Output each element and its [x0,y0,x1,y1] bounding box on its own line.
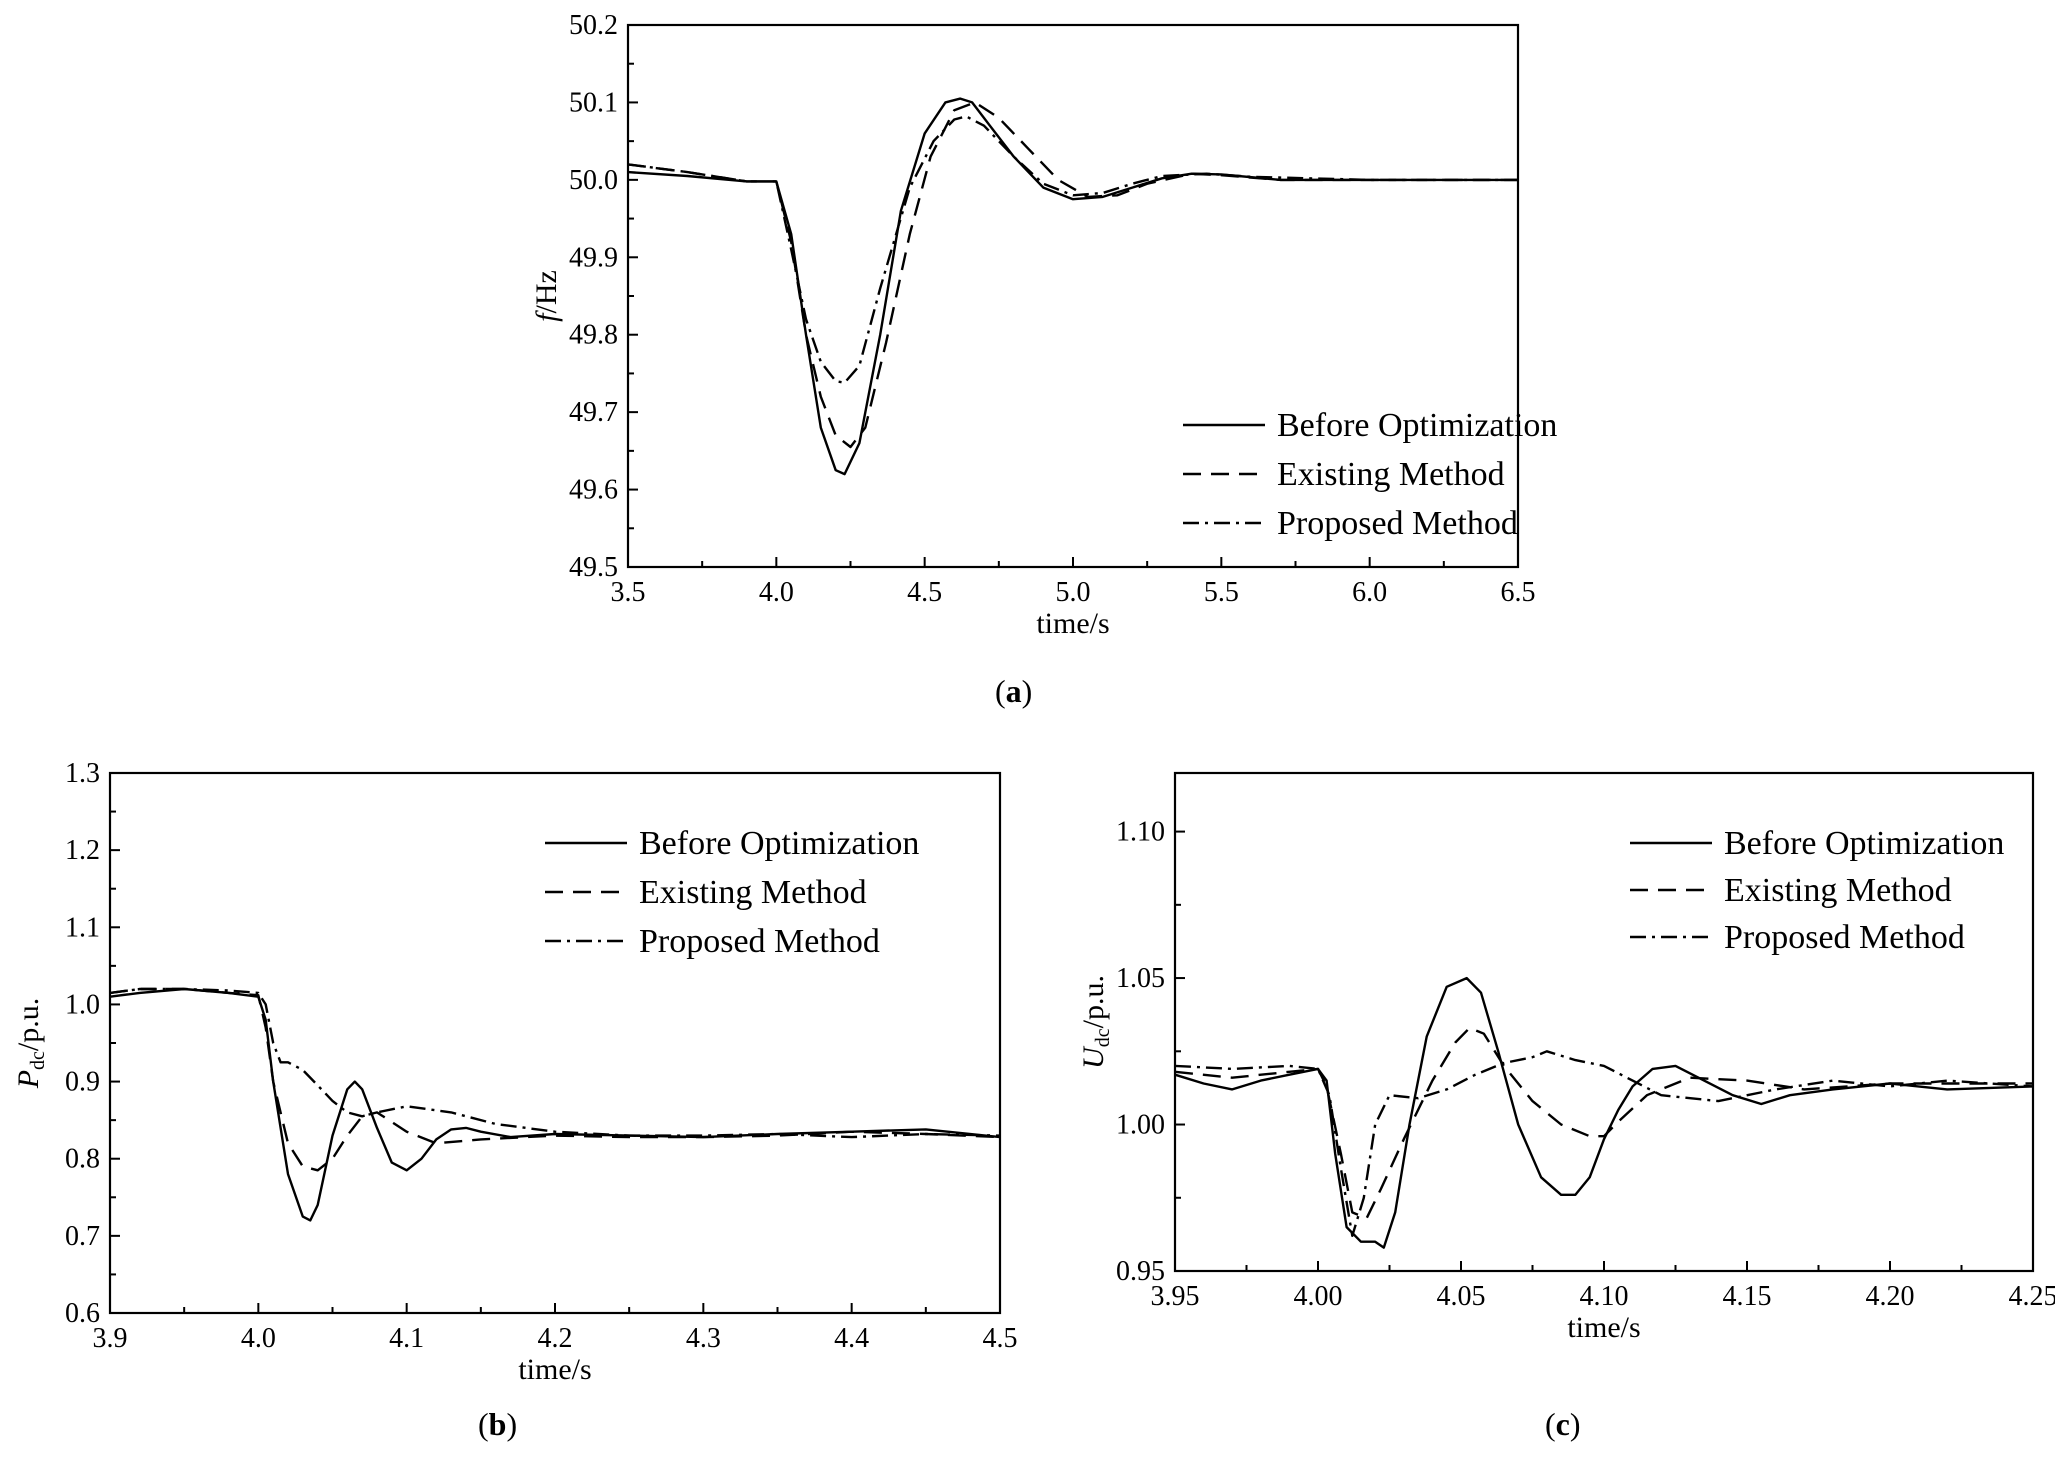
chart-b-x-tick-label: 4.1 [389,1323,424,1354]
chart-b-y-tick-label: 1.3 [65,758,100,789]
caption-c-letter: c [1555,1406,1570,1442]
chart-c-y-tick-label: 1.10 [1116,817,1165,848]
chart-b-y-tick-label: 1.0 [65,989,100,1020]
chart-c-x-axis-label: time/s [1567,1311,1640,1344]
chart-a-y-tick-label: 50.0 [569,165,618,196]
chart-a-y-axis-label: f/Hz [530,270,563,322]
caption-b: (b) [478,1406,518,1442]
chart-b-series-solid-line [110,987,1000,1222]
chart-b-x-axis-label: time/s [518,1353,591,1386]
chart-a-y-tick-label: 49.6 [569,475,618,506]
chart-a-y-tick-label: 50.1 [569,87,618,118]
chart-b: 3.9 4.0 4.1 4.2 4.3 4.4 4.5 0.6 0.7 0.8 0.9 1.0 1.1 1… [12,758,1018,1386]
chart-a-series-dashdot-line [628,115,1518,384]
chart-a-legend-label: Before Optimization [1277,407,1557,444]
chart-a-y-tick-label: 50.2 [569,10,618,41]
chart-b-series-dashdot-line [110,987,1000,1139]
chart-c-x-tick-label: 4.15 [1723,1281,1772,1312]
chart-b-y-tick-label: 0.6 [65,1298,100,1329]
chart-a-x-tick-label: 4.0 [759,577,794,608]
chart-a-x-axis-label: time/s [1036,607,1109,640]
chart-a-y-tick-label: 49.8 [569,320,618,351]
chart-c-x-tick-label: 4.00 [1294,1281,1343,1312]
chart-c-x-tick-label: 4.25 [2009,1281,2055,1312]
chart-c-legend-label: Before Optimization [1724,825,2004,862]
chart-b-legend-label: Before Optimization [639,825,919,862]
chart-a-x-tick-label: 6.5 [1501,577,1536,608]
chart-c-series-dashdot-line [1175,1050,2033,1237]
chart-b-x-tick-label: 4.5 [983,1323,1018,1354]
chart-b-legend-label: Proposed Method [639,923,880,960]
chart-c-x-tick-label: 4.05 [1437,1281,1486,1312]
caption-a-letter: a [1005,673,1022,709]
caption-b-letter: b [488,1406,507,1442]
chart-a-x-tick-label: 6.0 [1352,577,1387,608]
chart-a-y-tick-label: 49.7 [569,397,618,428]
chart-c-series-solid-line [1175,976,2033,1249]
chart-c-x-tick-label: 3.95 [1151,1281,1200,1312]
chart-c-y-axis-label: Udc/p.u. [1077,975,1114,1069]
caption-a: (a) [995,673,1033,709]
chart-a: 3.5 4.0 4.5 5.0 5.5 6.0 6.5 49.5 49.6 49.7 49.8 49.… [530,10,1557,640]
chart-a-series-dashed-line [628,101,1518,449]
chart-c-legend-label: Proposed Method [1724,919,1965,956]
chart-b-y-tick-label: 0.7 [65,1221,100,1252]
chart-b-y-tick-label: 0.9 [65,1067,100,1098]
chart-b-x-tick-label: 3.9 [93,1323,128,1354]
chart-b-legend-label: Existing Method [639,874,867,911]
chart-b-y-axis-label: Pdc/p.u. [12,998,49,1090]
chart-b-y-tick-label: 1.1 [65,912,100,943]
chart-b-x-tick-label: 4.0 [241,1323,276,1354]
chart-a-x-tick-label: 4.5 [907,577,942,608]
chart-b-y-tick-label: 0.8 [65,1144,100,1175]
chart-c-x-tick-label: 4.10 [1580,1281,1629,1312]
chart-c: 3.95 4.00 4.05 4.10 4.15 4.20 4.25 0.95 1.00 1.05… [1077,771,2055,1344]
chart-b-y-tick-label: 1.2 [65,835,100,866]
chart-a-x-tick-label: 5.0 [1056,577,1091,608]
chart-b-x-tick-label: 4.4 [834,1323,869,1354]
chart-b-x-tick-label: 4.2 [538,1323,573,1354]
chart-b-series-dashed-line [110,987,1000,1172]
chart-a-x-tick-label: 5.5 [1204,577,1239,608]
chart-c-series-dashed-line [1175,1026,2033,1220]
chart-c-legend-label: Existing Method [1724,872,1952,909]
chart-a-y-tick-label: 49.9 [569,242,618,273]
chart-a-legend-label: Proposed Method [1277,505,1518,542]
chart-a-x-tick-label: 3.5 [611,577,646,608]
chart-a-legend-label: Existing Method [1277,456,1505,493]
caption-c: (c) [1545,1406,1581,1442]
chart-c-y-tick-label: 0.95 [1116,1256,1165,1287]
chart-c-y-tick-label: 1.00 [1116,1110,1165,1141]
chart-a-y-tick-label: 49.5 [569,552,618,583]
chart-b-x-tick-label: 4.3 [686,1323,721,1354]
chart-c-y-tick-label: 1.05 [1116,963,1165,994]
chart-c-x-tick-label: 4.20 [1866,1281,1915,1312]
